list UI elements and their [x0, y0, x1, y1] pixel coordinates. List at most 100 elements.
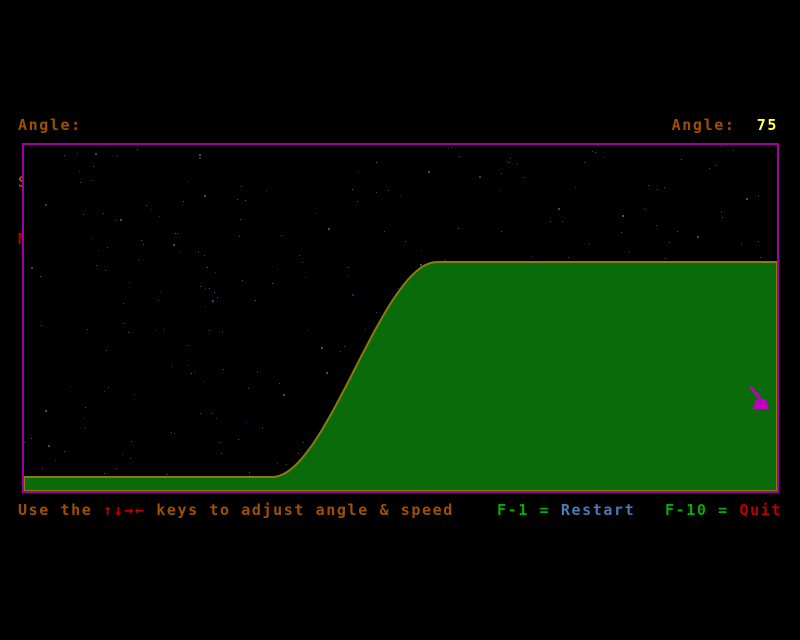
star — [245, 200, 246, 201]
star — [116, 468, 117, 469]
star — [733, 150, 734, 151]
star — [722, 217, 723, 218]
star — [532, 256, 533, 257]
star — [108, 387, 109, 388]
restart-equals: = — [528, 501, 561, 519]
star — [448, 148, 449, 149]
star — [104, 391, 105, 392]
star — [501, 231, 502, 232]
star — [397, 288, 398, 289]
star — [665, 258, 666, 259]
star — [212, 413, 213, 414]
star — [158, 300, 159, 301]
terrain-fill — [24, 261, 777, 491]
star — [428, 171, 430, 173]
star — [134, 394, 135, 395]
star — [648, 185, 649, 186]
star — [216, 418, 217, 419]
star — [85, 407, 86, 408]
arrow-keys-icon: ↑↓→← — [103, 501, 146, 519]
star — [141, 240, 142, 241]
star — [479, 176, 481, 178]
star — [200, 413, 201, 414]
star — [70, 386, 71, 387]
star — [198, 251, 199, 252]
star — [242, 280, 243, 281]
hud-bar: Angle: Speed: Men Left: 100 Wind 42 mph … — [0, 78, 800, 248]
star — [558, 208, 560, 210]
star — [283, 394, 285, 396]
star — [299, 255, 300, 256]
star — [123, 323, 124, 324]
star — [302, 262, 303, 263]
star — [669, 242, 670, 243]
star — [64, 451, 65, 452]
star — [589, 244, 590, 245]
star — [238, 439, 239, 440]
quit-equals: = — [707, 501, 740, 519]
star — [31, 438, 32, 439]
star — [305, 277, 306, 278]
star — [93, 166, 94, 167]
star — [138, 260, 139, 261]
star — [183, 201, 184, 202]
star — [376, 312, 377, 313]
star — [550, 221, 551, 222]
star — [249, 472, 250, 473]
star — [352, 294, 354, 296]
quit-hint[interactable]: F-10 = Quit — [665, 500, 782, 520]
star — [45, 410, 47, 412]
star — [143, 244, 144, 245]
star — [344, 346, 345, 347]
star — [84, 418, 85, 419]
star — [262, 427, 263, 428]
star — [746, 198, 748, 200]
quit-key: F-10 — [665, 501, 708, 519]
star — [709, 168, 710, 169]
star — [758, 241, 759, 242]
star — [656, 225, 657, 226]
star — [272, 283, 273, 284]
restart-hint[interactable]: F-1 = Restart — [497, 500, 635, 520]
player2-angle-label: Angle: — [671, 116, 736, 134]
star — [87, 329, 88, 330]
star — [643, 208, 644, 209]
game-screen: Angle: Speed: Men Left: 100 Wind 42 mph … — [0, 78, 800, 520]
star — [321, 347, 323, 349]
star — [677, 231, 678, 232]
star — [509, 162, 510, 163]
playfield[interactable] — [22, 143, 779, 493]
star — [209, 330, 210, 331]
star — [188, 345, 189, 346]
player2-tank[interactable] — [737, 377, 777, 413]
star — [48, 445, 50, 447]
star — [266, 191, 267, 192]
star — [622, 215, 624, 217]
star — [592, 151, 593, 152]
star — [376, 162, 377, 163]
star — [45, 204, 47, 206]
star — [347, 275, 348, 276]
star — [664, 187, 665, 188]
star — [79, 171, 80, 172]
star — [316, 213, 317, 214]
star — [31, 267, 33, 269]
star — [328, 228, 330, 230]
star — [91, 238, 92, 239]
star — [160, 292, 161, 293]
star — [151, 209, 152, 210]
star — [451, 147, 452, 148]
star — [326, 372, 328, 374]
star — [204, 255, 205, 256]
star — [24, 442, 25, 443]
player1-angle-row: Angle: — [18, 116, 156, 135]
star — [171, 366, 172, 367]
star — [128, 332, 129, 333]
star — [517, 163, 518, 164]
star — [384, 231, 385, 232]
star — [120, 219, 122, 221]
star — [357, 201, 358, 202]
star — [507, 161, 508, 162]
star — [621, 232, 622, 233]
star — [760, 257, 761, 258]
